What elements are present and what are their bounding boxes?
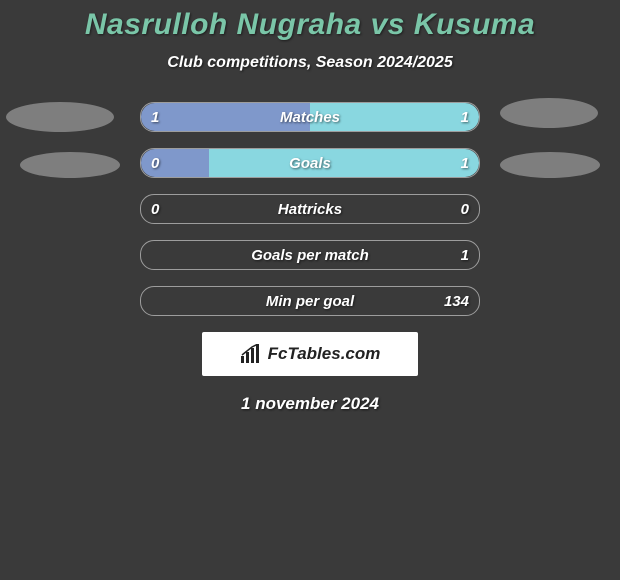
date-label: 1 november 2024 [0,394,620,414]
stat-bar: Goals per match1 [140,240,480,270]
bar-label: Min per goal [141,293,479,310]
bar-right-value: 134 [444,293,469,310]
stat-bar: 0Hattricks0 [140,194,480,224]
bar-fill-right [209,149,479,177]
bar-fill-right [310,103,479,131]
comparison-chart: 1Matches1 0Goals1 0Hattricks0 Goals per mat… [0,102,620,316]
decorative-ellipse [500,98,598,128]
decorative-ellipse [20,152,120,178]
bar-right-value: 0 [461,201,469,218]
site-logo: FcTables.com [202,332,418,376]
decorative-ellipse [6,102,114,132]
bar-fill-left [141,103,310,131]
bar-fill-left [141,149,209,177]
bar-label: Goals per match [141,247,479,264]
logo-text: FcTables.com [268,344,381,364]
stat-bar: Min per goal134 [140,286,480,316]
subtitle: Club competitions, Season 2024/2025 [0,54,620,72]
stat-bar: 1Matches1 [140,102,480,132]
bar-right-value: 1 [461,247,469,264]
decorative-ellipse [500,152,600,178]
bar-label: Hattricks [141,201,479,218]
page-title: Nasrulloh Nugraha vs Kusuma [0,0,620,42]
stat-bar: 0Goals1 [140,148,480,178]
bar-left-value: 0 [151,201,159,218]
bar-chart-icon [240,344,262,364]
